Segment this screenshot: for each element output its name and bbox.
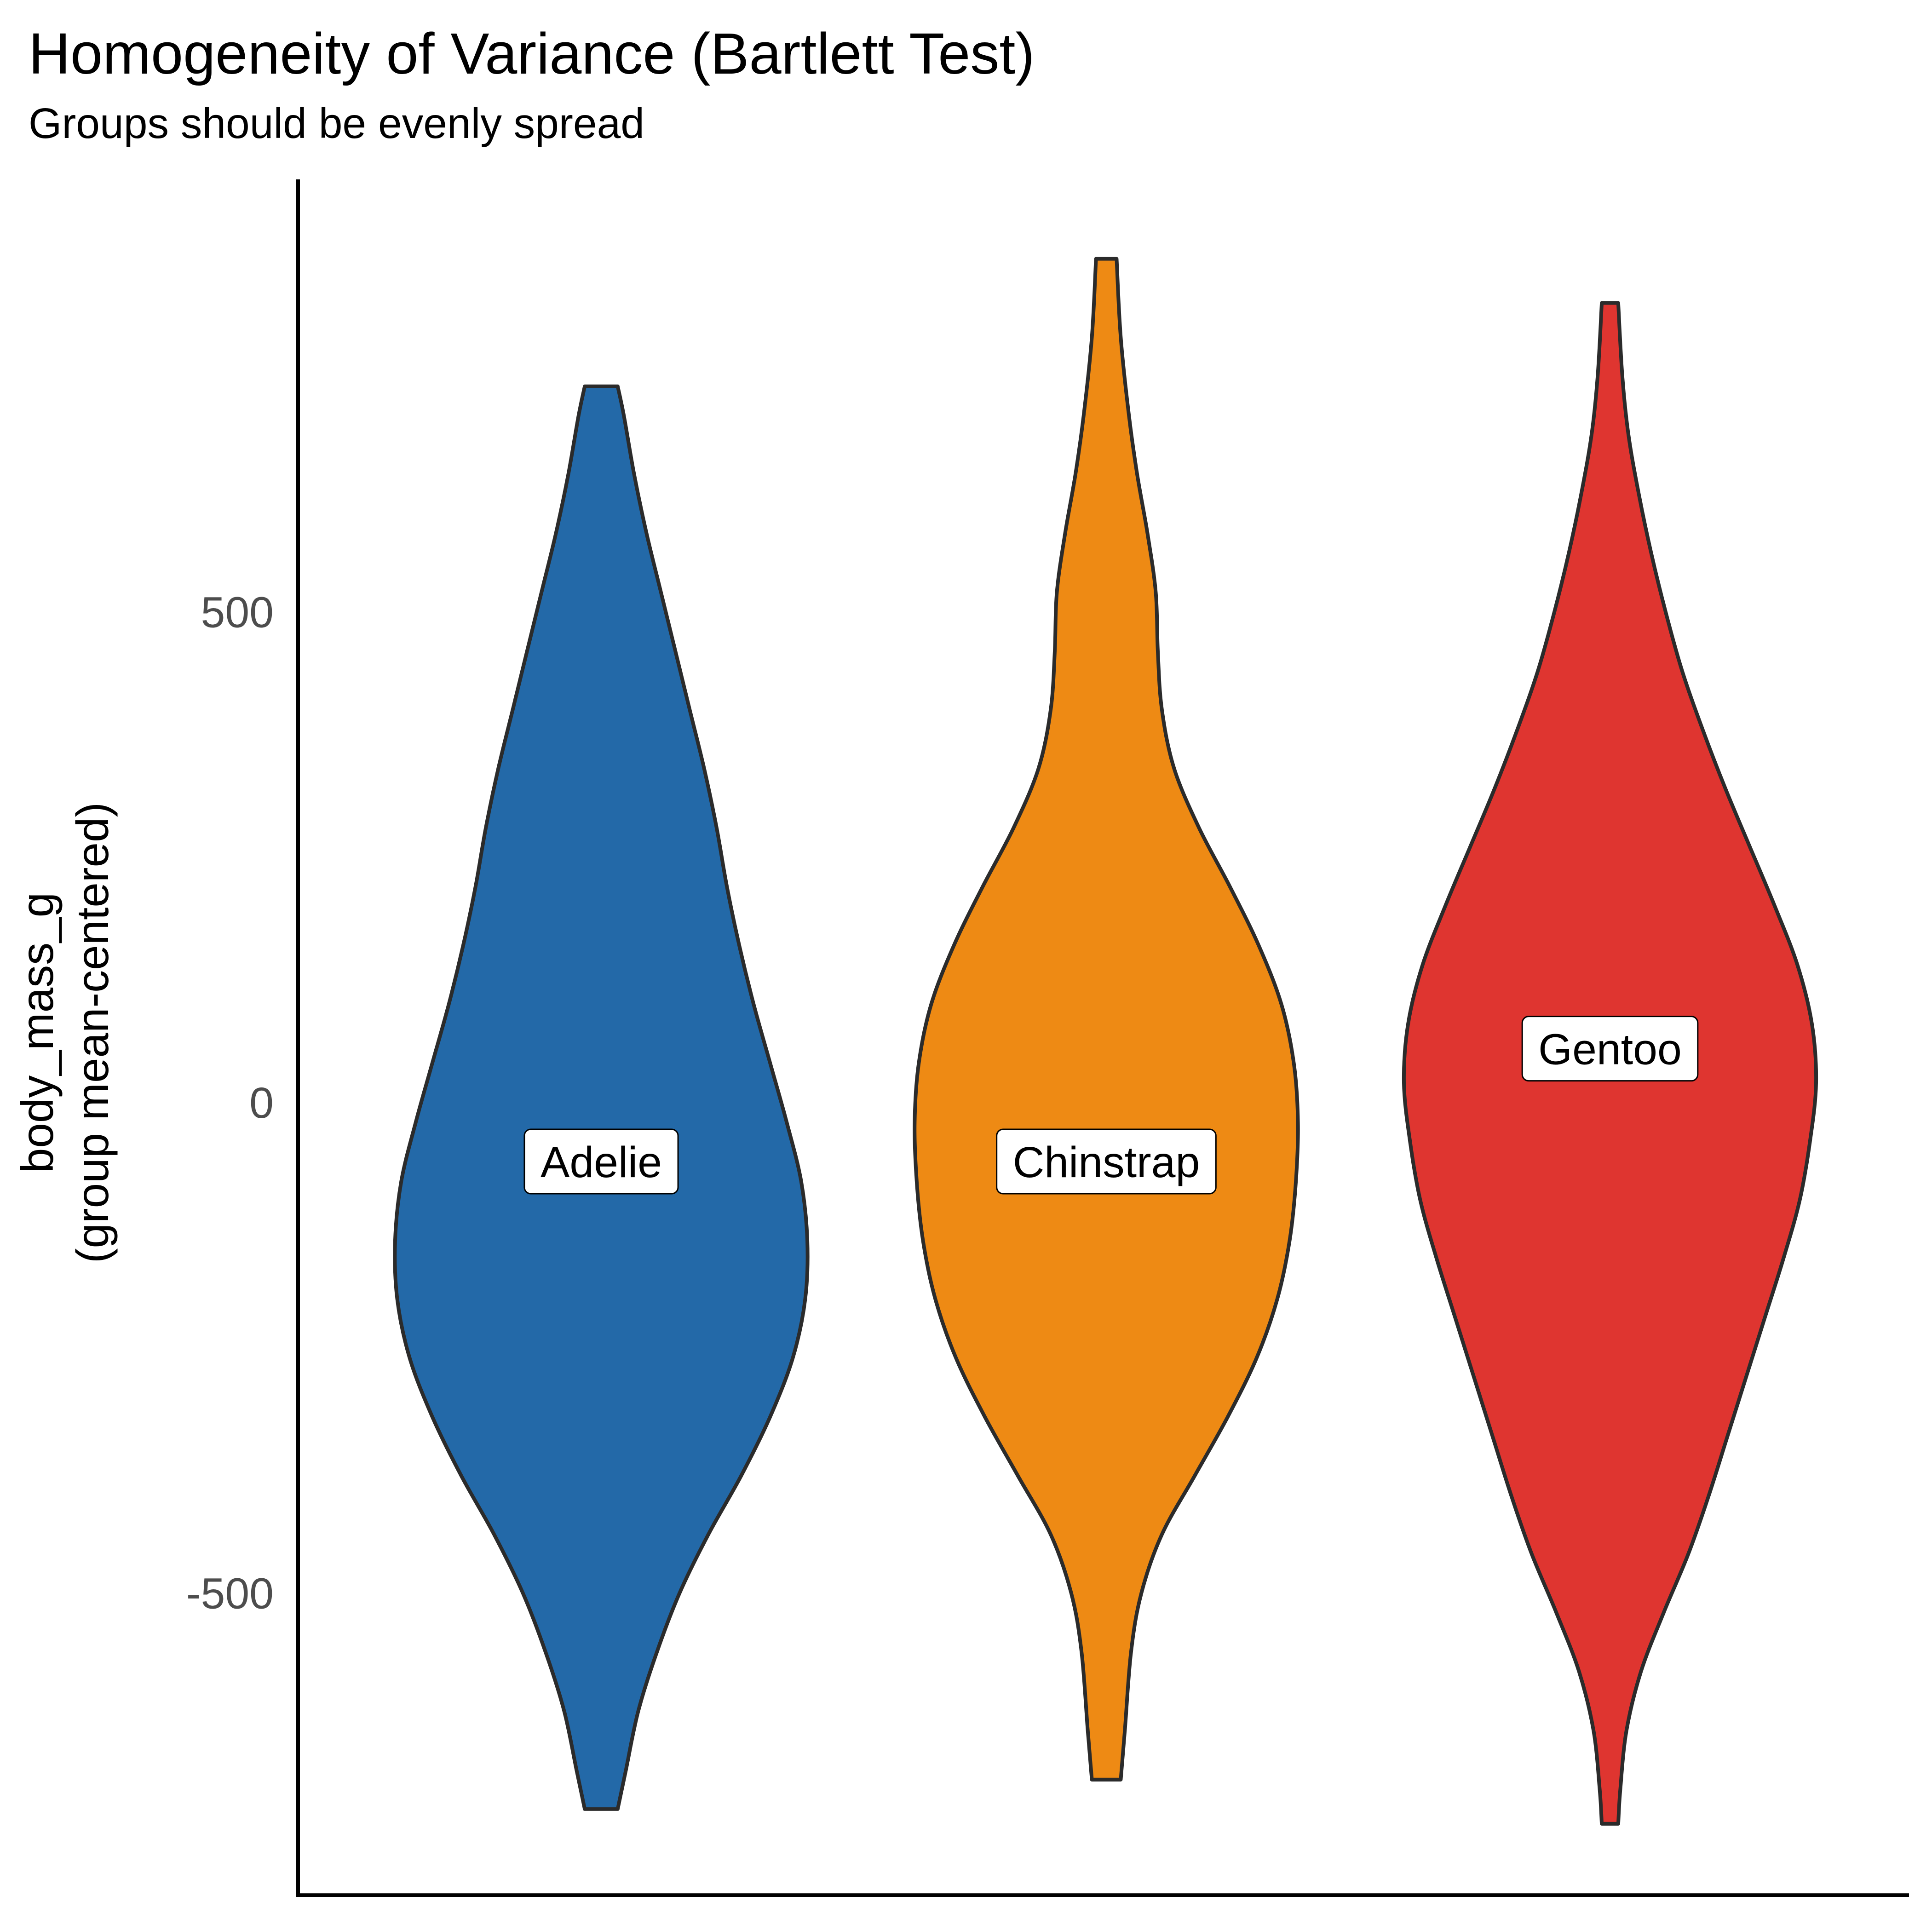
chart-title: Homogeneity of Variance (Bartlett Test) bbox=[29, 21, 1035, 86]
group-label-box bbox=[523, 1128, 679, 1195]
violin-chinstrap bbox=[913, 257, 1300, 1782]
group-label-gentoo: Gentoo bbox=[1521, 1016, 1699, 1082]
violin-adelie bbox=[393, 384, 810, 1811]
group-labels: Adelie Chinstrap Gentoo bbox=[523, 1016, 1699, 1195]
y-axis-title-line-1: body_mass_g bbox=[12, 892, 63, 1173]
group-label-box bbox=[996, 1128, 1217, 1195]
group-label-chinstrap: Chinstrap bbox=[996, 1128, 1217, 1195]
y-tick-label: 0 bbox=[249, 1079, 274, 1127]
y-axis-ticks: 500 0 -500 bbox=[186, 588, 274, 1618]
group-label-text: Gentoo bbox=[1538, 1025, 1682, 1074]
chart-subtitle: Groups should be evenly spread bbox=[29, 99, 644, 147]
group-label-adelie: Adelie bbox=[523, 1128, 679, 1195]
group-label-text: Chinstrap bbox=[1013, 1138, 1200, 1187]
y-tick-label: 500 bbox=[201, 588, 274, 637]
group-label-text: Adelie bbox=[540, 1138, 662, 1187]
y-axis-title-line-2: (group mean-centered) bbox=[67, 802, 118, 1263]
y-tick-label: -500 bbox=[186, 1570, 274, 1618]
group-label-box bbox=[1521, 1016, 1699, 1082]
y-axis-title: body_mass_g (group mean-centered) bbox=[12, 802, 118, 1263]
